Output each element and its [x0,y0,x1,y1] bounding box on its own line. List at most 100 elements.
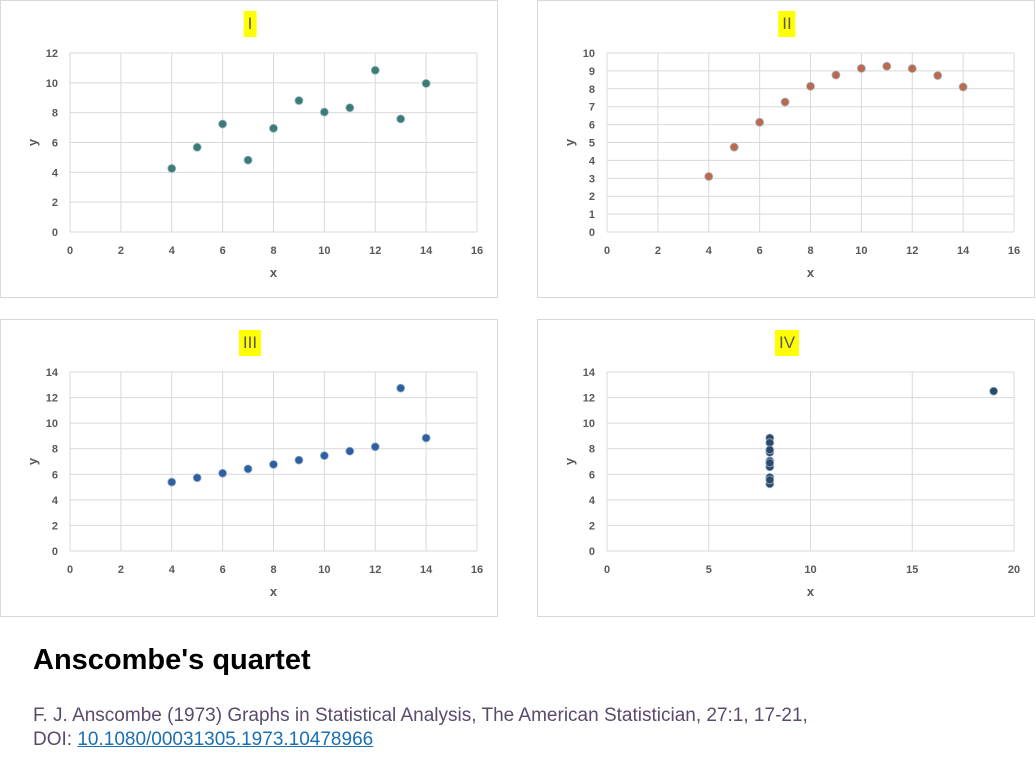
chart-2-data-point [831,70,841,80]
chart-1-xlabel: x [270,265,278,280]
chart-1-title: I [243,11,257,37]
chart-1-ytick-label: 12 [46,48,58,60]
chart-2-ytick-label: 9 [589,66,595,78]
chart-3-xtick-label: 10 [318,564,330,576]
chart-panel-4: 0 2 4 6 8 10 12 14 0 5 10 15 20 x y IV [537,319,1035,617]
chart-1-xtick-label: 12 [369,245,381,257]
chart-4-xtick-label: 10 [804,564,816,576]
chart-2-ytick-label: 3 [589,173,595,185]
chart-2-xtick-label: 0 [604,245,610,257]
chart-1-xtick-label: 0 [67,245,73,257]
chart-2-ytick-label: 7 [589,102,595,114]
chart-3-svg: 0 2 4 6 8 10 12 14 0 2 4 6 8 10 12 14 16 x y [25,367,483,599]
chart-2-data-point [933,71,943,80]
doi-link[interactable]: 10.1080/00031305.1973.10478966 [77,729,374,750]
chart-panel-1: 0 2 4 6 8 10 12 0 2 4 6 8 10 12 14 16 x y I [0,0,498,298]
chart-3-ytick-label: 10 [46,418,58,430]
chart-4-ytick-label: 12 [583,393,595,405]
chart-2-xtick-label: 12 [906,245,918,257]
chart-1-ytick-label: 8 [52,108,58,120]
chart-1-data-point [345,103,355,113]
chart-2-ytick-label: 8 [589,84,595,96]
chart-2-xlabel: x [807,265,815,280]
chart-4-ytick-label: 2 [589,520,595,532]
chart-3-xlabel: x [270,584,278,599]
chart-2-xtick-label: 2 [655,245,661,257]
chart-1-ylabel: y [25,138,40,146]
chart-2-xtick-label: 4 [706,245,713,257]
chart-3-ytick-label: 6 [52,469,58,481]
chart-3-xtick-label: 0 [67,564,73,576]
chart-1-xtick-label: 8 [270,245,276,257]
citation-text: F. J. Anscombe (1973) Graphs in Statisti… [33,705,808,726]
chart-3-data-point [421,433,431,443]
chart-3-data-point [319,451,329,461]
chart-1-data-point [421,79,431,88]
chart-2-data-point [704,172,714,181]
chart-3-xtick-label: 12 [369,564,381,576]
chart-2-ylabel: y [562,138,577,146]
chart-3-xtick-label: 16 [471,564,483,576]
chart-3-ytick-label: 4 [52,495,59,507]
chart-4-xtick-label: 5 [706,564,712,576]
chart-4-ytick-label: 6 [589,469,595,481]
chart-4-ytick-label: 14 [583,367,596,379]
chart-2-xtick-label: 14 [957,245,970,257]
chart-1-ytick-label: 6 [52,138,58,150]
chart-1-ytick-label: 0 [52,227,58,239]
chart-4-data-point [765,445,775,455]
chart-1-data-point [319,107,329,117]
chart-3-title: III [238,330,262,356]
chart-4-ytick-label: 4 [589,495,596,507]
chart-3-ytick-label: 0 [52,546,58,558]
doi-prefix: DOI: [33,729,78,750]
chart-3-ytick-label: 12 [46,393,58,405]
chart-3-data-point [243,464,253,474]
chart-1-data-point [167,164,177,173]
chart-4-title: IV [774,330,800,356]
chart-4-xtick-label: 0 [604,564,610,576]
chart-1-ytick-label: 4 [52,167,59,179]
chart-4-svg: 0 2 4 6 8 10 12 14 0 5 10 15 20 x y [562,367,1020,599]
chart-4-xtick-label: 15 [906,564,918,576]
chart-2-data-point [780,97,790,107]
chart-3-ytick-label: 14 [46,367,59,379]
chart-4-ytick-label: 8 [589,444,595,456]
chart-1-xtick-label: 4 [169,245,176,257]
chart-1-ytick-label: 10 [46,78,58,90]
chart-1-data-point [218,119,228,129]
chart-3-data-point [370,442,380,452]
chart-3-data-point [345,446,355,456]
chart-1-data-point [396,114,406,124]
chart-2-data-point [882,61,892,71]
chart-3-data-point [218,468,228,478]
chart-3-data-point [294,455,304,465]
chart-4-data-point [765,458,775,468]
chart-1-data-point [243,155,253,165]
chart-3-xtick-label: 8 [270,564,276,576]
chart-2-data-point [958,82,968,92]
chart-4-ylabel: y [562,457,577,465]
chart-2-ytick-label: 6 [589,120,595,132]
chart-1-data-point [192,142,202,152]
chart-1-ytick-label: 2 [52,197,58,209]
chart-1-xtick-label: 10 [318,245,330,257]
chart-3-ylabel: y [25,457,40,465]
chart-2-data-point [907,64,917,73]
chart-3-data-point [269,460,278,469]
chart-2-ytick-label: 2 [589,191,595,203]
chart-4-ytick-label: 10 [583,418,595,430]
chart-2-ytick-label: 4 [589,155,596,167]
chart-2-data-point [755,117,765,127]
chart-1-xtick-label: 14 [420,245,433,257]
chart-2-xtick-label: 8 [807,245,813,257]
chart-1-data-point [294,96,304,105]
chart-1-data-point [370,65,380,75]
chart-2-xtick-label: 16 [1008,245,1020,257]
chart-2-data-point [729,142,739,152]
chart-3-data-point [396,383,406,393]
chart-4-data-point [765,475,775,485]
chart-2-ytick-label: 0 [589,227,595,239]
chart-2-data-point [856,63,866,73]
